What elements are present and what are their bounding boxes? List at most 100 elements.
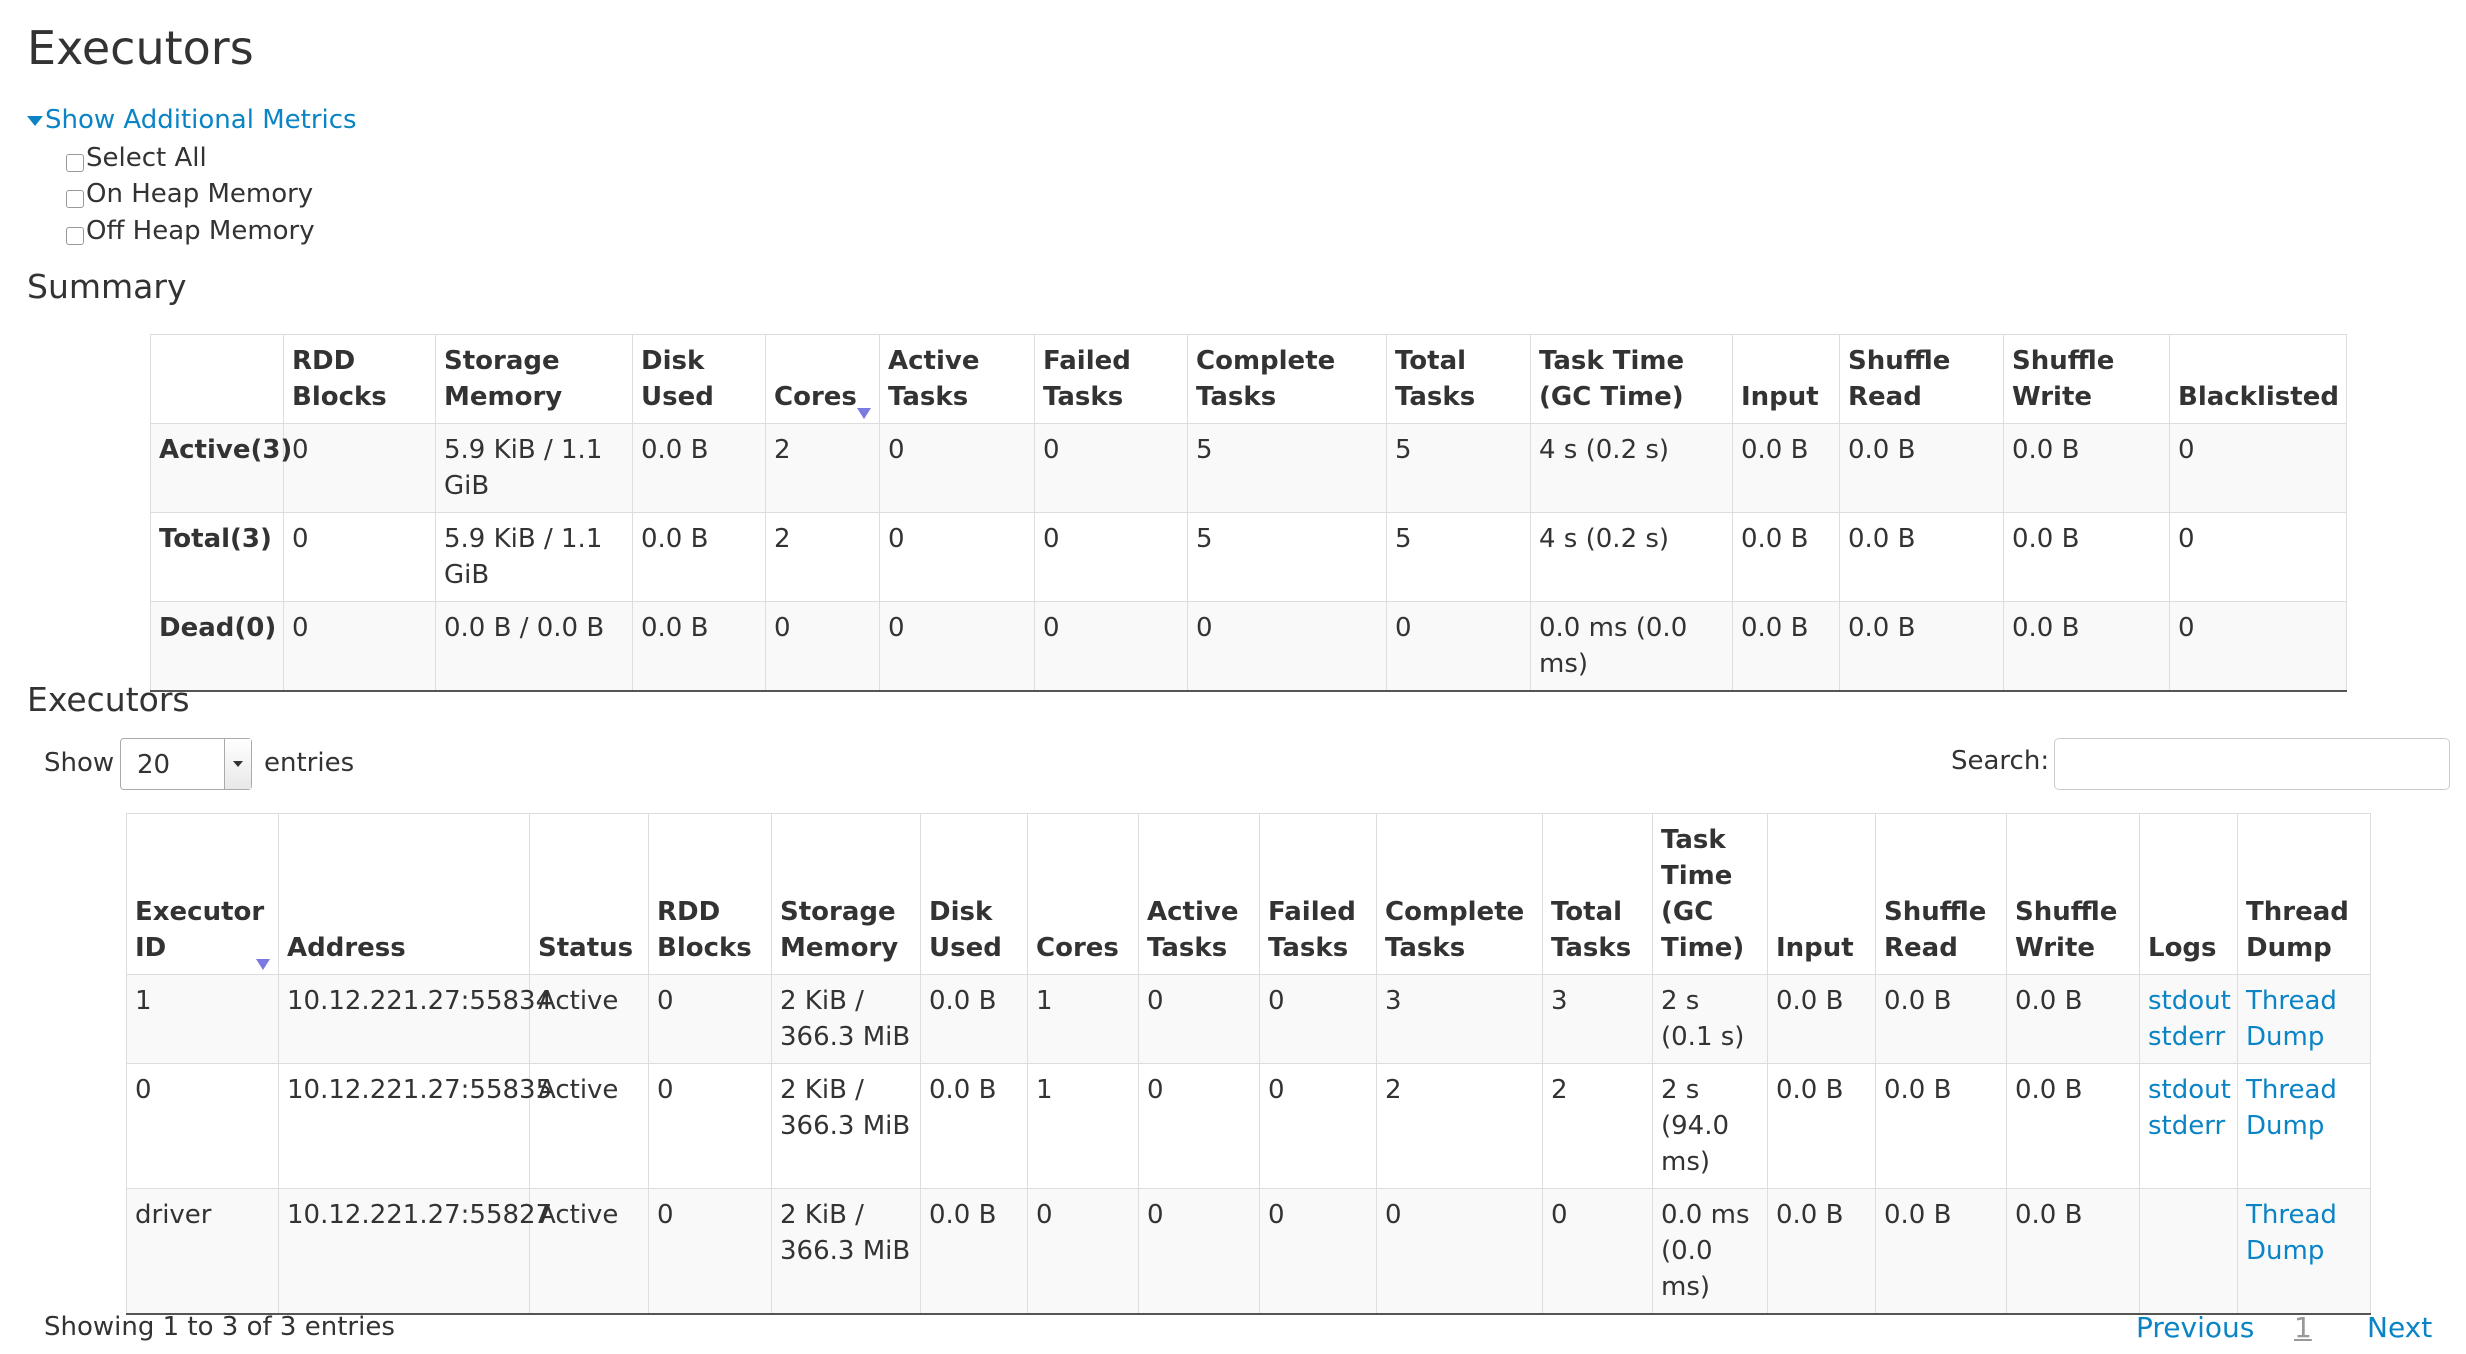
page-1-button[interactable]: 1 [2294, 1311, 2312, 1344]
checkbox-icon [66, 154, 84, 172]
table-cell: 0.0 B [2003, 601, 2170, 692]
column-header-logs[interactable]: Logs [2139, 813, 2238, 975]
stdout-link[interactable]: stdout [2148, 986, 2231, 1016]
checkbox-icon [66, 227, 84, 245]
column-header-task-time-gc-time[interactable]: Task Time (GC Time) [1652, 813, 1768, 975]
column-header-complete-tasks[interactable]: Complete Tasks [1376, 813, 1543, 975]
column-header-shuffle-read[interactable]: Shuffle Read [1875, 813, 2007, 975]
column-header-total-tasks[interactable]: Total Tasks [1542, 813, 1653, 975]
previous-page-button[interactable]: Previous [2136, 1311, 2255, 1344]
table-row: 0 10.12.221.27:55835 Active 0 2 KiB / 366.3 … [126, 1063, 2371, 1189]
table-cell: Active [529, 1063, 649, 1189]
column-header-rdd-blocks[interactable]: RDD Blocks [648, 813, 772, 975]
table-cell: 10.12.221.27:55835 [278, 1063, 552, 1189]
table-cell: 5.9 KiB / 1.1 GiB [435, 512, 633, 602]
table-cell: 0.0 B [1839, 423, 2004, 513]
table-cell: 0 [1138, 1063, 1260, 1189]
column-header-cores[interactable]: Cores [1027, 813, 1139, 975]
table-cell: 0 [648, 1063, 772, 1189]
table-cell: 0.0 B [1839, 601, 2004, 692]
column-header-active-tasks[interactable]: Active Tasks [879, 334, 1035, 424]
thread-dump-link[interactable]: Thread Dump [2246, 1075, 2337, 1141]
table-cell: 0 [1027, 1188, 1139, 1315]
column-header-storage-memory[interactable]: Storage Memory [771, 813, 921, 975]
column-header-shuffle-write[interactable]: Shuffle Write [2006, 813, 2140, 975]
column-header-failed-tasks[interactable]: Failed Tasks [1034, 334, 1188, 424]
thread-dump-cell: Thread Dump [2237, 974, 2371, 1064]
page-size-select[interactable]: 20 [120, 738, 252, 790]
column-header-failed-tasks[interactable]: Failed Tasks [1259, 813, 1377, 975]
table-cell: 2 s (94.0 ms) [1652, 1063, 1768, 1189]
table-cell: Active [529, 1188, 649, 1315]
table-cell: 1 [126, 974, 279, 1064]
table-cell: 0 [1376, 1188, 1543, 1315]
show-additional-metrics-toggle[interactable]: Show Additional Metrics [27, 102, 357, 138]
table-cell: 0 [1138, 974, 1260, 1064]
table-cell: 2 KiB / 366.3 MiB [771, 1188, 921, 1315]
table-cell: 0 [879, 601, 1035, 692]
table-cell: 0 [648, 974, 772, 1064]
table-cell: 0 [1386, 601, 1531, 692]
stderr-link[interactable]: stderr [2148, 1022, 2226, 1052]
table-info: Showing 1 to 3 of 3 entries [44, 1312, 395, 1342]
table-cell: 0 [879, 512, 1035, 602]
logs-cell: stdout stderr [2139, 1063, 2238, 1189]
column-header-rdd-blocks[interactable]: RDD Blocks [283, 334, 436, 424]
column-header-executor-id[interactable]: Executor ID [126, 813, 279, 975]
select-all-checkbox[interactable]: Select All [66, 140, 207, 176]
thread-dump-link[interactable]: Thread Dump [2246, 986, 2337, 1052]
column-header-status[interactable]: Status [529, 813, 649, 975]
column-header-storage-memory[interactable]: Storage Memory [435, 334, 633, 424]
column-header-disk-used[interactable]: Disk Used [632, 334, 766, 424]
column-header-disk-used[interactable]: Disk Used [920, 813, 1028, 975]
table-cell: 0 [765, 601, 880, 692]
table-cell: 0 [1542, 1188, 1653, 1315]
stderr-link[interactable]: stderr [2148, 1111, 2226, 1141]
table-cell: 5.9 KiB / 1.1 GiB [435, 423, 633, 513]
next-page-button[interactable]: Next [2367, 1311, 2433, 1344]
row-label: Dead(0) [150, 601, 284, 692]
table-cell: 0.0 B [920, 974, 1028, 1064]
on-heap-memory-checkbox[interactable]: On Heap Memory [66, 176, 313, 212]
table-cell: 10.12.221.27:55834 [278, 974, 552, 1064]
table-cell: 0 [2169, 601, 2347, 692]
off-heap-memory-checkbox[interactable]: Off Heap Memory [66, 213, 315, 249]
column-header-thread-dump[interactable]: Thread Dump [2237, 813, 2371, 975]
column-header-task-time-gc-time[interactable]: Task Time (GC Time) [1530, 334, 1733, 424]
column-header-total-tasks[interactable]: Total Tasks [1386, 334, 1531, 424]
column-header-cores[interactable]: Cores [765, 334, 880, 424]
column-header-input[interactable]: Input [1732, 334, 1840, 424]
table-cell: 2 [765, 423, 880, 513]
table-cell: 0 [283, 512, 436, 602]
table-cell: 0.0 B [1767, 974, 1876, 1064]
table-cell: 0.0 B [1767, 1063, 1876, 1189]
column-header-active-tasks[interactable]: Active Tasks [1138, 813, 1260, 975]
table-cell: 5 [1386, 512, 1531, 602]
stdout-link[interactable]: stdout [2148, 1075, 2231, 1105]
table-cell: 0.0 B / 0.0 B [435, 601, 633, 692]
page-size-value: 20 [137, 750, 171, 780]
search-label: Search: [1951, 746, 2050, 776]
column-header-shuffle-read[interactable]: Shuffle Read [1839, 334, 2004, 424]
toggle-label: Show Additional Metrics [45, 105, 357, 135]
thread-dump-link[interactable]: Thread Dump [2246, 1200, 2337, 1266]
table-cell: 0 [648, 1188, 772, 1315]
search-input[interactable] [2054, 738, 2450, 790]
table-cell: 2 [1376, 1063, 1543, 1189]
table-cell: 0 [1259, 1188, 1377, 1315]
row-label: Total(3) [150, 512, 284, 602]
column-header-blacklisted[interactable]: Blacklisted [2169, 334, 2347, 424]
column-header-address[interactable]: Address [278, 813, 530, 975]
dropdown-arrow-icon [224, 739, 251, 789]
table-cell: 5 [1386, 423, 1531, 513]
table-cell: 0 [1034, 512, 1188, 602]
table-cell: 0.0 B [1875, 1188, 2007, 1315]
entries-label: entries [264, 748, 355, 778]
column-header-complete-tasks[interactable]: Complete Tasks [1187, 334, 1387, 424]
table-cell: 0 [126, 1063, 279, 1189]
column-header-input[interactable]: Input [1767, 813, 1876, 975]
show-label: Show [44, 748, 115, 778]
column-header-shuffle-write[interactable]: Shuffle Write [2003, 334, 2170, 424]
